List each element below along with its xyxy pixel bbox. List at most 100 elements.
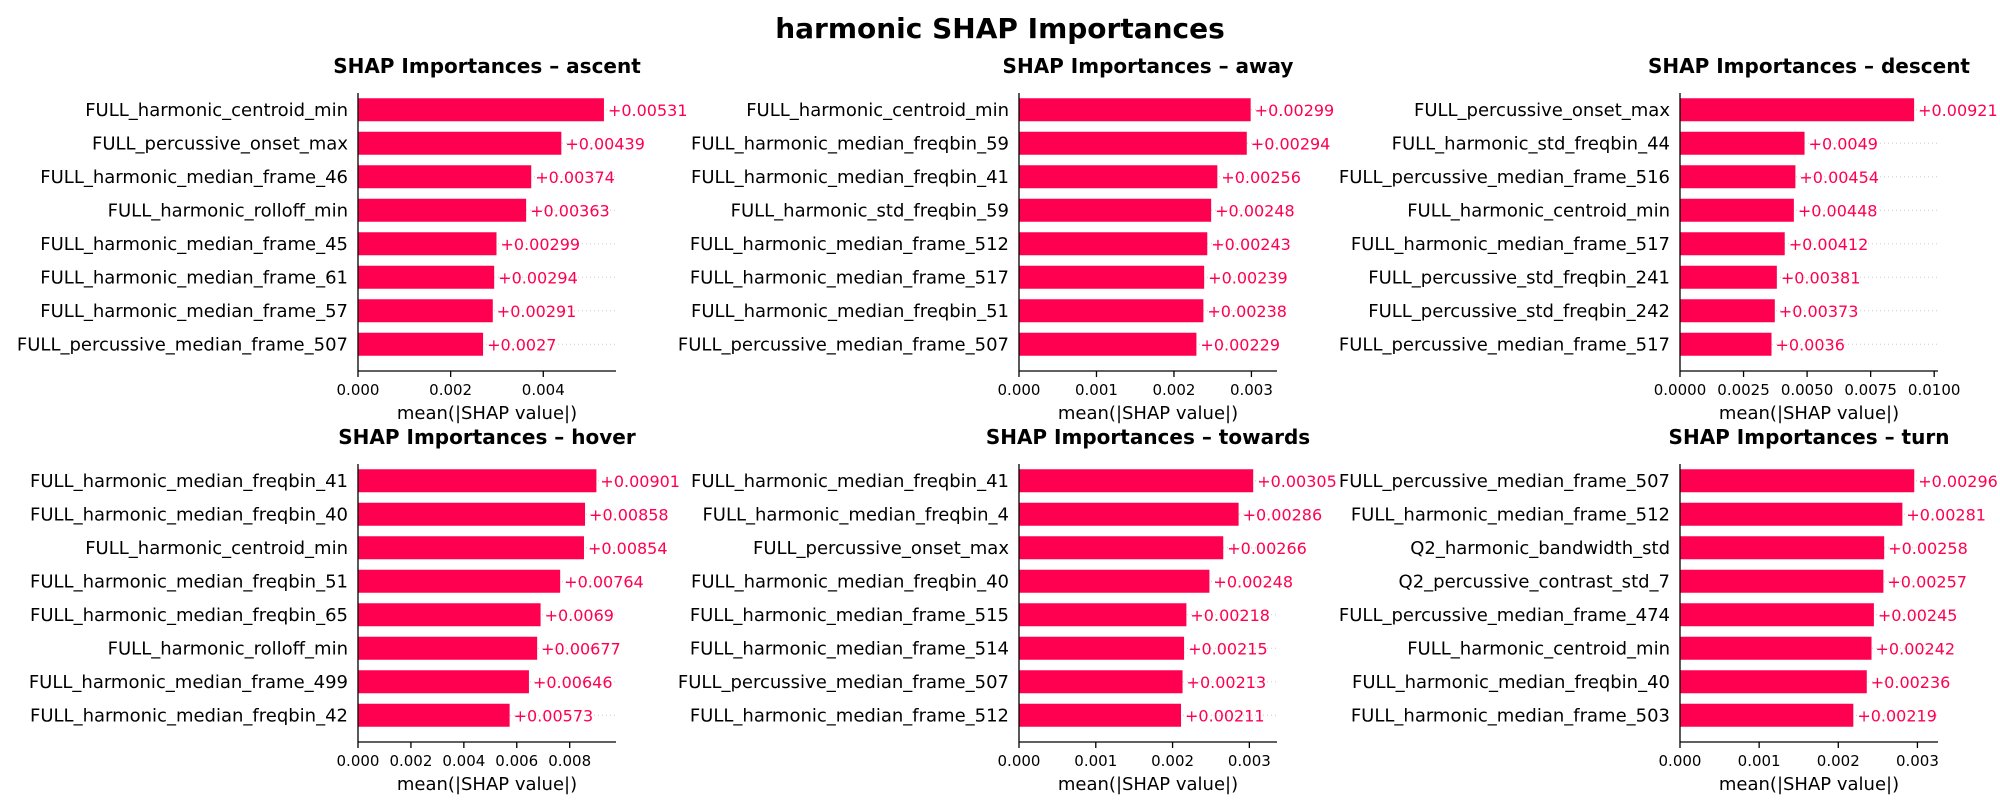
bar	[1019, 131, 1247, 155]
bar	[1019, 670, 1183, 694]
feature-label: FULL_harmonic_std_freqbin_59	[731, 200, 1009, 221]
value-label: +0.00573	[514, 706, 594, 725]
bar	[1019, 502, 1239, 526]
feature-label: FULL_harmonic_median_freqbin_41	[30, 471, 348, 492]
panel-title: SHAP Importances – towards	[986, 425, 1310, 449]
x-tick-label: 0.001	[1074, 752, 1117, 770]
value-label: +0.00305	[1257, 472, 1337, 491]
bar	[1019, 636, 1185, 660]
x-tick-label: 0.004	[522, 381, 565, 399]
feature-label: FULL_harmonic_median_freqbin_4	[702, 504, 1009, 525]
value-label: +0.00294	[1251, 134, 1331, 153]
feature-label: FULL_harmonic_median_frame_512	[690, 705, 1009, 726]
bar	[1680, 198, 1794, 222]
x-tick-label: 0.002	[1151, 752, 1194, 770]
x-axis-label: mean(|SHAP value|)	[1058, 403, 1238, 424]
feature-label: FULL_percussive_median_frame_507	[678, 334, 1009, 355]
bar	[358, 131, 562, 155]
bar	[1680, 502, 1903, 526]
x-tick-label: 0.001	[1075, 381, 1118, 399]
bar	[1019, 332, 1197, 356]
bar	[358, 670, 529, 694]
value-label: +0.00764	[564, 572, 644, 591]
bar	[1680, 165, 1796, 189]
bar	[358, 232, 497, 256]
value-label: +0.00243	[1211, 235, 1291, 254]
value-label: +0.0036	[1776, 335, 1845, 354]
feature-label: FULL_harmonic_median_frame_57	[40, 301, 348, 322]
feature-label: FULL_percussive_onset_max	[1414, 100, 1670, 121]
bar	[1680, 299, 1775, 323]
value-label: +0.00291	[497, 302, 577, 321]
feature-label: FULL_harmonic_median_frame_514	[690, 638, 1009, 659]
feature-label: FULL_percussive_onset_max	[92, 133, 348, 154]
value-label: +0.0049	[1809, 134, 1878, 153]
x-tick-label: 0.000	[998, 752, 1041, 770]
value-label: +0.00412	[1789, 235, 1869, 254]
x-tick-label: 0.003	[1896, 752, 1939, 770]
value-label: +0.00381	[1781, 268, 1861, 287]
value-label: +0.00248	[1213, 572, 1293, 591]
value-label: +0.00266	[1227, 539, 1307, 558]
value-label: +0.00218	[1190, 606, 1270, 625]
x-tick-label: 0.002	[389, 752, 432, 770]
value-label: +0.00211	[1185, 706, 1265, 725]
x-tick-label: 0.0100	[1908, 381, 1961, 399]
bar	[1680, 332, 1772, 356]
feature-label: FULL_percussive_std_freqbin_242	[1368, 301, 1670, 322]
x-axis-label: mean(|SHAP value|)	[397, 403, 577, 424]
feature-label: FULL_harmonic_median_freqbin_42	[30, 705, 348, 726]
x-tick-label: 0.000	[337, 381, 380, 399]
value-label: +0.00213	[1187, 673, 1267, 692]
feature-label: FULL_harmonic_median_freqbin_41	[691, 167, 1009, 188]
x-tick-label: 0.0050	[1781, 381, 1834, 399]
x-tick-label: 0.003	[1228, 752, 1271, 770]
panel-title: SHAP Importances – away	[1003, 54, 1294, 78]
feature-label: FULL_harmonic_median_freqbin_51	[30, 571, 348, 592]
feature-label: FULL_harmonic_median_frame_46	[40, 167, 348, 188]
value-label: +0.00248	[1215, 201, 1295, 220]
bar	[358, 165, 532, 189]
bar	[1680, 232, 1785, 256]
chart-panel-1: SHAP Importances – ascent FULL_harmonic_c…	[17, 54, 688, 424]
value-label: +0.00531	[608, 101, 688, 120]
panel-title: SHAP Importances – descent	[1648, 54, 1970, 78]
feature-label: FULL_harmonic_centroid_min	[1407, 200, 1670, 221]
x-tick-label: 0.000	[337, 752, 380, 770]
x-tick-label: 0.0000	[1654, 381, 1707, 399]
value-label: +0.00299	[1255, 101, 1335, 120]
feature-label: FULL_harmonic_median_frame_512	[690, 234, 1009, 255]
feature-label: FULL_harmonic_median_frame_512	[1351, 504, 1670, 525]
x-axis-label: mean(|SHAP value|)	[1719, 774, 1899, 795]
x-tick-label: 0.0075	[1844, 381, 1897, 399]
value-label: +0.00294	[498, 268, 578, 287]
bar	[1680, 603, 1874, 627]
feature-label: FULL_harmonic_median_freqbin_40	[30, 504, 348, 525]
feature-label: FULL_harmonic_median_freqbin_40	[1352, 672, 1670, 693]
feature-label: Q2_harmonic_bandwidth_std	[1410, 538, 1670, 559]
feature-label: FULL_percussive_median_frame_507	[1339, 471, 1670, 492]
x-tick-label: 0.000	[1659, 752, 1702, 770]
feature-label: FULL_percussive_median_frame_516	[1339, 167, 1670, 188]
value-label: +0.00245	[1878, 606, 1958, 625]
value-label: +0.00363	[530, 201, 610, 220]
bar	[358, 569, 561, 593]
bar	[1019, 165, 1218, 189]
bar	[1019, 569, 1210, 593]
bar	[358, 502, 586, 526]
panel-title: SHAP Importances – turn	[1669, 425, 1950, 449]
x-axis-label: mean(|SHAP value|)	[1719, 403, 1899, 424]
bar	[1019, 198, 1212, 222]
bar	[358, 299, 493, 323]
value-label: +0.00215	[1188, 639, 1268, 658]
bar	[1680, 703, 1854, 727]
bar	[1680, 569, 1884, 593]
value-label: +0.00242	[1876, 639, 1956, 658]
bar	[1680, 265, 1777, 289]
feature-label: FULL_harmonic_rolloff_min	[108, 638, 348, 659]
x-tick-label: 0.002	[429, 381, 472, 399]
bar	[1680, 98, 1915, 122]
value-label: +0.00921	[1918, 101, 1998, 120]
bar	[358, 332, 484, 356]
